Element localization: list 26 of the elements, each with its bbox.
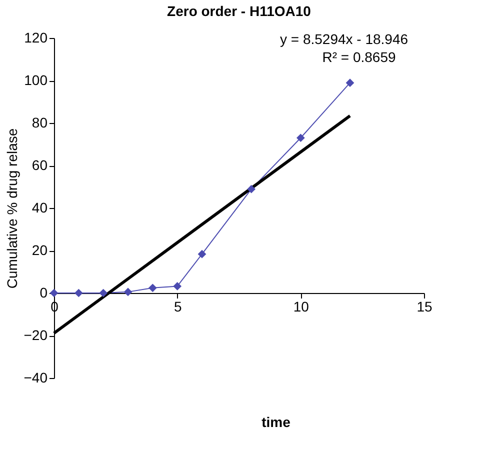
- point: [296, 134, 305, 142]
- point: [173, 282, 182, 290]
- x-axis-title: time: [262, 414, 291, 430]
- y-tick-label: 60: [32, 157, 48, 173]
- y-tick-label: 100: [24, 72, 48, 88]
- y-tick-label: −40: [24, 370, 48, 386]
- annotation: R² = 0.8659: [322, 49, 396, 65]
- y-tick-label: −20: [24, 327, 48, 343]
- y-tick-label: 0: [40, 284, 48, 300]
- annotation: y = 8.5294x - 18.946: [280, 31, 408, 47]
- point: [99, 288, 108, 298]
- point: [346, 78, 354, 88]
- point: [198, 250, 206, 258]
- y-axis-title: Cumulative % drug relase: [4, 128, 20, 289]
- chart-title: Zero order - H11OA10: [167, 3, 312, 19]
- x-tick-label: 15: [416, 298, 432, 314]
- point: [74, 288, 83, 298]
- y-tick-label: 40: [32, 200, 48, 216]
- y-tick-label: 80: [32, 114, 48, 130]
- x-tick-label: 10: [293, 298, 310, 314]
- point: [148, 284, 157, 292]
- point: [247, 184, 256, 194]
- y-tick-label: 120: [24, 30, 48, 46]
- point: [124, 288, 132, 296]
- y-tick-label: 20: [32, 242, 48, 258]
- x-tick-label: 5: [174, 298, 182, 314]
